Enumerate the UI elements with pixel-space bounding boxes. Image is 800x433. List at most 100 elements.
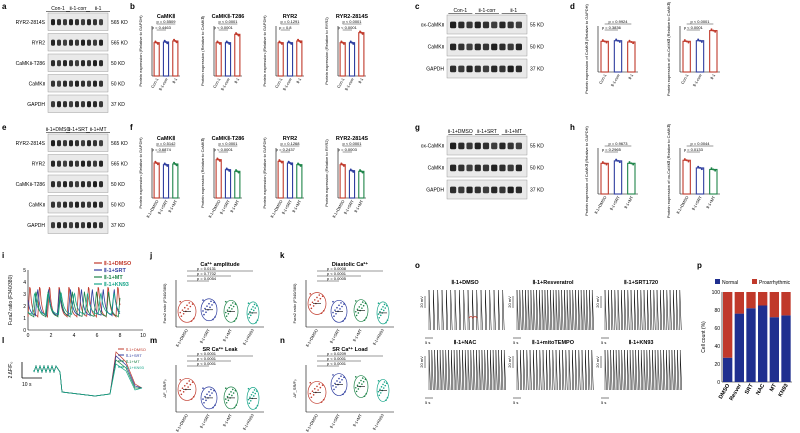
blot-band <box>515 186 522 194</box>
data-point <box>202 398 204 400</box>
data-point <box>231 394 233 397</box>
legend-label: Ⅱ-1+SRT <box>104 267 126 274</box>
panel-label-b: b <box>130 2 135 11</box>
data-point <box>211 304 213 306</box>
blot-band <box>499 65 506 73</box>
blot-band <box>93 160 97 167</box>
data-point <box>250 308 253 311</box>
chart-title: Ca²⁺ amplitude <box>200 261 239 268</box>
p-value: p < 0.0001 <box>218 19 238 24</box>
y-tick-label: 80 <box>714 308 720 314</box>
scale-label-y: 20 mV <box>419 356 424 368</box>
legend-label: Ⅱ-1+MT <box>126 359 140 364</box>
category-label: Ⅱ-1+DMSO <box>675 195 689 215</box>
data-point <box>214 316 216 318</box>
y-tick-label: 3 <box>23 292 26 298</box>
data-point <box>360 303 362 306</box>
blot-band <box>87 60 91 67</box>
data-point <box>290 163 293 166</box>
data-point <box>228 393 231 396</box>
data-point <box>333 315 335 317</box>
data-point <box>287 40 290 43</box>
blot-band <box>57 140 61 147</box>
blot-band <box>51 181 55 188</box>
category-label: Con-1 <box>274 76 284 89</box>
bar <box>224 169 232 199</box>
data-point <box>386 396 389 399</box>
stacked-bar-segment <box>781 315 791 382</box>
trace-line <box>27 292 121 316</box>
category-label: Ⅱ-1+KN93 <box>242 412 256 431</box>
scale-label-x: 5 s <box>425 400 430 405</box>
data-point <box>601 161 604 164</box>
blot-band <box>69 160 73 167</box>
p-value: p = 0.2437 <box>276 147 296 152</box>
data-point <box>377 390 380 393</box>
blot-band <box>51 39 55 46</box>
data-point <box>217 41 220 44</box>
data-point <box>225 401 228 404</box>
category-label: Ⅱ-1+MT <box>222 413 233 428</box>
blot-band <box>51 101 55 108</box>
data-point <box>385 399 387 401</box>
bar <box>600 40 609 73</box>
blot-kd-label: 37 KD <box>530 67 544 73</box>
y-tick-label: 0 <box>717 380 720 386</box>
data-point <box>233 320 236 322</box>
data-point <box>217 158 220 161</box>
blot-header: Ⅱ-1-corr <box>69 6 87 12</box>
data-point <box>237 34 240 37</box>
stacked-bar-segment <box>746 308 756 382</box>
data-point <box>332 374 334 376</box>
data-point <box>237 171 240 174</box>
data-point <box>383 303 386 306</box>
data-point <box>310 396 313 399</box>
data-point <box>156 163 159 166</box>
data-point <box>359 30 362 33</box>
data-point <box>361 377 364 379</box>
legend-label: Normal <box>722 280 738 286</box>
blot-kd-label: 565 KD <box>111 40 128 46</box>
data-point <box>212 318 214 321</box>
category-label: Con-1 <box>150 76 160 89</box>
data-point <box>380 386 383 388</box>
data-point <box>247 398 250 401</box>
stacked-bar-segment <box>723 292 733 358</box>
data-point <box>232 305 235 308</box>
blot-band <box>57 60 61 67</box>
blot-band <box>81 80 85 87</box>
data-point <box>216 157 219 160</box>
scale-label-y: 2 ΔF/F₀ <box>8 362 14 379</box>
p-value: p = 0.4463 <box>152 25 172 30</box>
data-point <box>190 320 193 322</box>
blot-band <box>99 201 103 208</box>
data-point <box>280 161 283 164</box>
data-point <box>227 312 230 315</box>
bar <box>358 32 365 77</box>
blot-band <box>75 181 79 188</box>
data-point <box>683 39 686 42</box>
blot-band <box>75 19 79 26</box>
blot-band <box>93 201 97 208</box>
scale-label-x: 5 s <box>425 340 430 345</box>
blot-header: Ⅱ-1 <box>95 6 102 12</box>
scale-label-y: 20 mV <box>507 356 512 368</box>
blot-band <box>57 101 61 108</box>
data-point <box>248 402 251 405</box>
data-point <box>338 304 340 307</box>
blot-band <box>63 181 67 188</box>
data-point <box>163 39 166 42</box>
p-value: p = 0.0133 <box>684 147 704 152</box>
y-tick-label: 4 <box>23 280 26 286</box>
data-point <box>349 168 352 171</box>
data-point <box>351 169 353 172</box>
blot-band <box>81 222 85 229</box>
category-label: SRT <box>744 382 755 395</box>
data-point <box>336 380 338 382</box>
data-point <box>359 169 362 172</box>
blot-kd-label: 55 KD <box>530 144 544 150</box>
blot-band <box>75 222 79 229</box>
blot-kd-label: 37 KD <box>111 223 125 229</box>
blot-band <box>99 222 103 229</box>
category-label: Resver <box>729 382 744 402</box>
